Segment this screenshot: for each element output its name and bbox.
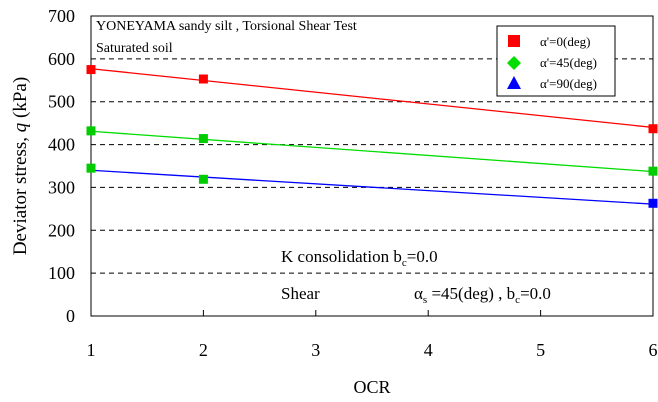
data-point-alpha-45-2 [648,166,658,176]
markers [86,65,658,208]
data-point-alpha-45-0 [86,126,96,136]
annotation-shear-detail: αs =45(deg) , bc=0.0 [414,284,551,306]
annotation-consolidation: K consolidation bc=0.0 [281,247,438,269]
y-tick-label-400: 400 [48,135,75,155]
y-tick-label-600: 600 [48,49,75,69]
title-line-1: YONEYAMA sandy silt , Torsional Shear Te… [96,19,357,34]
fit-line-alpha-90 [90,169,654,205]
title-line-2: Saturated soil [96,41,173,56]
y-ticks: 0 100 200 300 400 500 600 700 [48,6,75,326]
y-axis-label: Deviator stress, q (kPa) [10,77,31,255]
data-point-alpha-90-2 [648,198,658,208]
x-axis-label: OCR [353,377,390,397]
x-tick-label-3: 3 [311,340,320,360]
y-tick-label-500: 500 [48,92,75,112]
legend-label-alpha-0: α'=0(deg) [540,34,590,49]
data-point-alpha-90-1 [198,174,208,184]
y-tick-label-200: 200 [48,220,75,240]
annotation-shear-label: Shear [281,284,320,303]
legend-marker-alpha-45 [507,56,521,70]
fit-line-alpha-0 [90,68,654,129]
data-point-alpha-0-2 [648,124,658,134]
legend-label-alpha-90: α'=90(deg) [540,76,597,91]
y-tick-label-300: 300 [48,177,75,197]
data-point-alpha-0-1 [198,74,208,84]
x-tick-label-4: 4 [424,340,433,360]
legend-marker-alpha-0 [508,35,520,47]
x-tick-label-5: 5 [536,340,545,360]
data-point-alpha-0-0 [86,65,96,75]
x-ticks: 1 2 3 4 5 6 [87,310,658,360]
y-tick-label-100: 100 [48,263,75,283]
fit-lines [90,68,654,205]
data-point-alpha-45-1 [198,134,208,144]
legend: α'=0(deg) α'=45(deg) α'=90(deg) [496,25,616,97]
data-point-alpha-90-0 [86,163,96,173]
fit-line-alpha-45 [90,130,654,173]
x-tick-label-6: 6 [649,340,658,360]
x-tick-label-2: 2 [199,340,208,360]
y-tick-label-700: 700 [48,6,75,26]
x-tick-label-1: 1 [87,340,96,360]
legend-marker-alpha-90 [507,76,521,89]
legend-label-alpha-45: α'=45(deg) [540,55,597,70]
y-tick-label-0: 0 [66,306,75,326]
